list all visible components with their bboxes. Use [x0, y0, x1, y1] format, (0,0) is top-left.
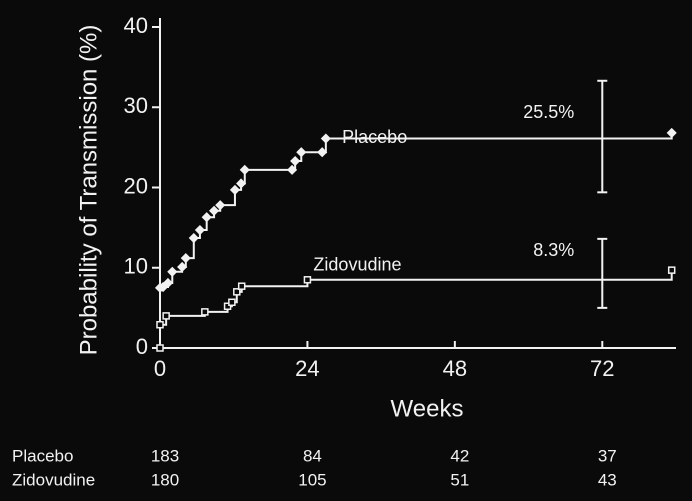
y-axis-title: Probability of Transmission (%) — [75, 25, 102, 356]
y-tick-label: 40 — [124, 13, 148, 38]
x-tick-label: 0 — [154, 356, 166, 381]
y-tick-label: 30 — [124, 93, 148, 118]
censor-marker — [290, 155, 301, 167]
censor-marker — [287, 164, 298, 175]
x-tick-label: 72 — [590, 356, 614, 381]
censor-marker — [233, 288, 241, 296]
risk-count: 180 — [151, 470, 179, 489]
censor-marker — [296, 147, 307, 158]
censor-marker — [666, 127, 677, 138]
censor-marker — [320, 133, 331, 144]
censor-marker — [201, 308, 209, 316]
censor-marker — [229, 184, 241, 195]
censor-marker — [239, 164, 250, 175]
estimate-label: 25.5% — [523, 102, 574, 122]
risk-row-label: Placebo — [12, 446, 73, 465]
risk-count: 51 — [450, 470, 469, 489]
estimate-label: 8.3% — [533, 240, 574, 260]
risk-count: 42 — [450, 446, 469, 465]
series-label: Zidovudine — [313, 255, 401, 275]
censor-marker — [228, 298, 236, 307]
censor-marker — [188, 232, 199, 244]
y-tick-label: 20 — [124, 173, 148, 198]
y-tick-label: 0 — [136, 334, 148, 359]
censor-marker — [177, 261, 188, 273]
risk-count: 37 — [598, 446, 617, 465]
risk-row-label: Zidovudine — [12, 470, 95, 489]
censor-marker — [194, 224, 205, 236]
x-tick-label: 24 — [295, 356, 319, 381]
censor-marker — [201, 212, 212, 223]
risk-count: 105 — [298, 470, 326, 489]
censor-marker — [317, 147, 328, 158]
x-tick-label: 48 — [443, 356, 467, 381]
x-axis-title: Weeks — [391, 395, 464, 422]
censor-marker — [156, 320, 164, 329]
censor-marker — [162, 277, 174, 289]
censor-marker — [180, 253, 191, 264]
censor-marker — [303, 276, 312, 284]
risk-count: 43 — [598, 470, 617, 489]
censor-marker — [167, 266, 178, 277]
censor-marker — [237, 282, 246, 290]
risk-count: 183 — [151, 446, 179, 465]
censor-marker — [162, 312, 170, 320]
series-label: Placebo — [342, 127, 407, 147]
censor-marker — [215, 200, 226, 211]
censor-marker — [208, 205, 220, 216]
censor-marker — [223, 302, 232, 311]
risk-count: 84 — [303, 446, 322, 465]
y-tick-label: 10 — [124, 254, 148, 279]
censor-marker — [236, 178, 247, 189]
censor-marker — [156, 344, 164, 352]
censor-marker — [667, 266, 676, 274]
